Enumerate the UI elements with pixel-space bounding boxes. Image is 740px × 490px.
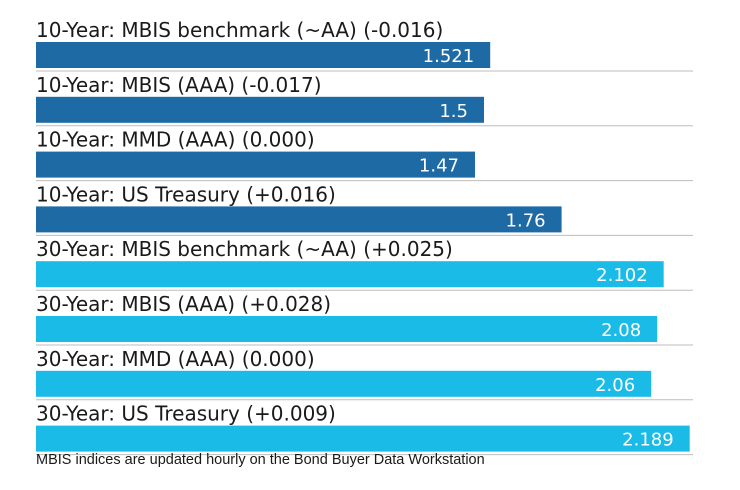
bar-category-label: 30-Year: MMD (AAA) (0.000) [36,347,315,371]
bar-value-label: 1.76 [506,210,546,231]
chart-rows: 10-Year: MBIS benchmark (~AA) (-0.016) 1.… [36,18,693,456]
bar [36,261,664,288]
bar-value-label: 1.47 [419,156,459,177]
bar [36,316,658,342]
bar-value-label: 2.102 [596,265,648,286]
bar-value-label: 2.08 [601,320,641,341]
bar-value-label: 2.189 [622,430,674,451]
bar [36,42,491,68]
bar-category-label: 30-Year: MBIS (AAA) (+0.028) [36,292,331,316]
bar [36,370,652,397]
bar-category-label: 30-Year: US Treasury (+0.009) [36,402,336,426]
bar [36,96,484,123]
bar [36,206,562,233]
bar [36,425,690,452]
bar-value-label: 2.06 [595,375,635,396]
bar [36,151,475,178]
bar-value-label: 1.5 [439,101,468,122]
bar-value-label: 1.521 [423,46,475,67]
bar-category-label: 30-Year: MBIS benchmark (~AA) (+0.025) [36,237,453,261]
footnote: MBIS indices are updated hourly on the B… [36,452,485,468]
bar-category-label: 10-Year: MBIS benchmark (~AA) (-0.016) [36,18,443,42]
bar-category-label: 10-Year: MBIS (AAA) (-0.017) [36,73,322,97]
bar-category-label: 10-Year: US Treasury (+0.016) [36,182,336,206]
bar-category-label: 10-Year: MMD (AAA) (0.000) [36,128,315,152]
